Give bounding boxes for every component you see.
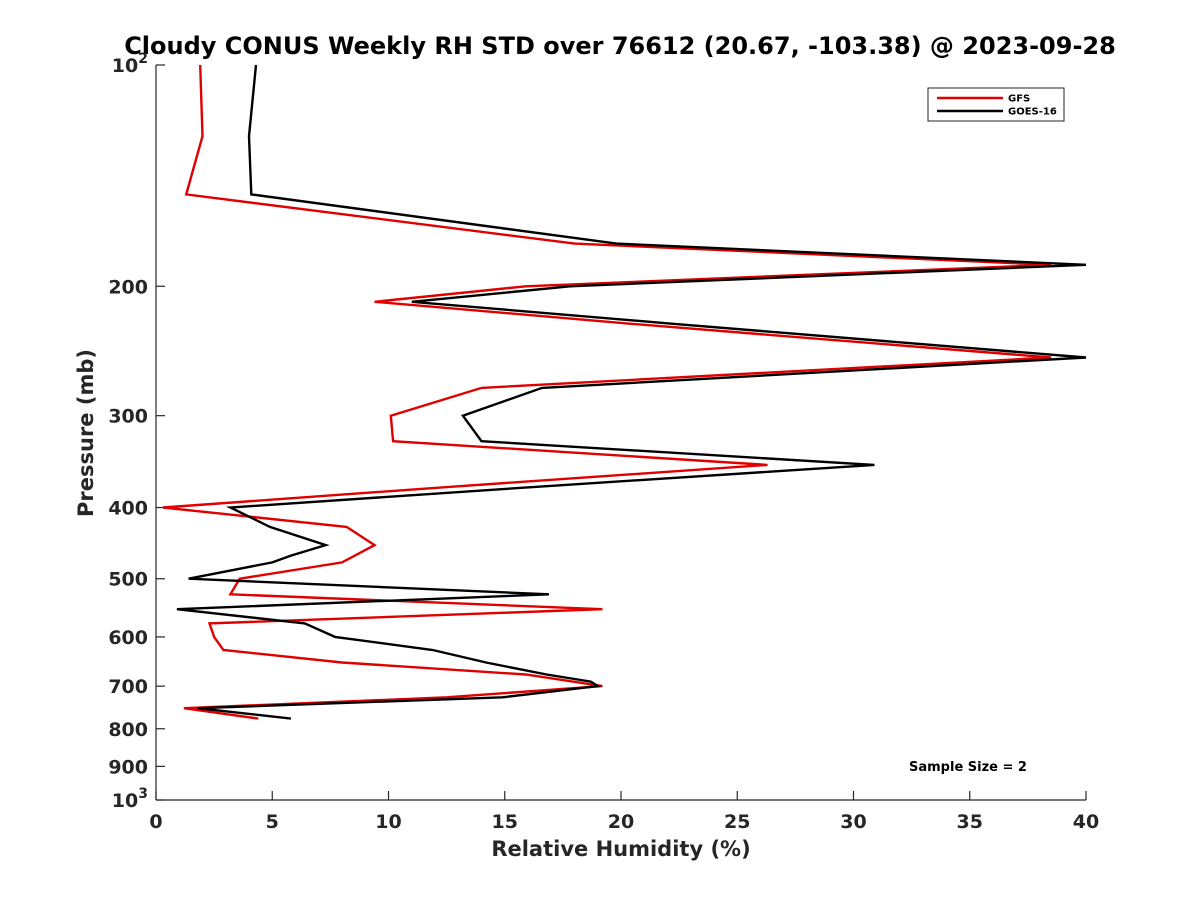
y-tick-label: 300 — [108, 406, 148, 428]
y-tick-label: 102 — [112, 51, 148, 77]
x-tick-label: 35 — [957, 811, 983, 833]
y-tick-label: 200 — [108, 276, 148, 298]
legend: GFS GOES-16 — [927, 87, 1065, 122]
x-axis-ticks: 0 5 10 15 20 25 30 35 40 — [149, 791, 1099, 833]
legend-label-gfs: GFS — [1008, 94, 1030, 105]
series-line-goes-16 — [176, 64, 1087, 720]
x-tick-label: 25 — [724, 811, 750, 833]
y-tick-label: 400 — [108, 498, 148, 520]
sample-size-annotation: Sample Size = 2 — [909, 760, 1027, 775]
x-tick-label: 30 — [840, 811, 866, 833]
y-tick-label: 800 — [108, 719, 148, 741]
x-axis-label: Relative Humidity (%) — [491, 837, 750, 861]
y-tick-label: 700 — [108, 676, 148, 698]
x-tick-label: 15 — [492, 811, 518, 833]
y-axis-ticks: 102 200 300 400 500 600 700 800 900 103 — [108, 51, 165, 812]
series-line-gfs — [162, 64, 1052, 720]
legend-box — [927, 87, 1065, 122]
series-layer — [162, 64, 1087, 720]
x-tick-label: 0 — [149, 811, 162, 833]
y-axis-label: Pressure (mb) — [74, 349, 98, 517]
y-tick-label: 600 — [108, 627, 148, 649]
x-tick-label: 20 — [608, 811, 634, 833]
y-tick-label: 103 — [112, 786, 148, 812]
x-tick-label: 40 — [1073, 811, 1099, 833]
y-tick-label: 900 — [108, 756, 148, 778]
y-tick-label: 500 — [108, 569, 148, 591]
legend-label-goes-16: GOES-16 — [1008, 107, 1057, 118]
x-tick-label: 10 — [375, 811, 401, 833]
x-tick-label: 5 — [266, 811, 279, 833]
plot-area — [155, 65, 1086, 801]
chart-title: Cloudy CONUS Weekly RH STD over 76612 (2… — [124, 32, 1116, 60]
